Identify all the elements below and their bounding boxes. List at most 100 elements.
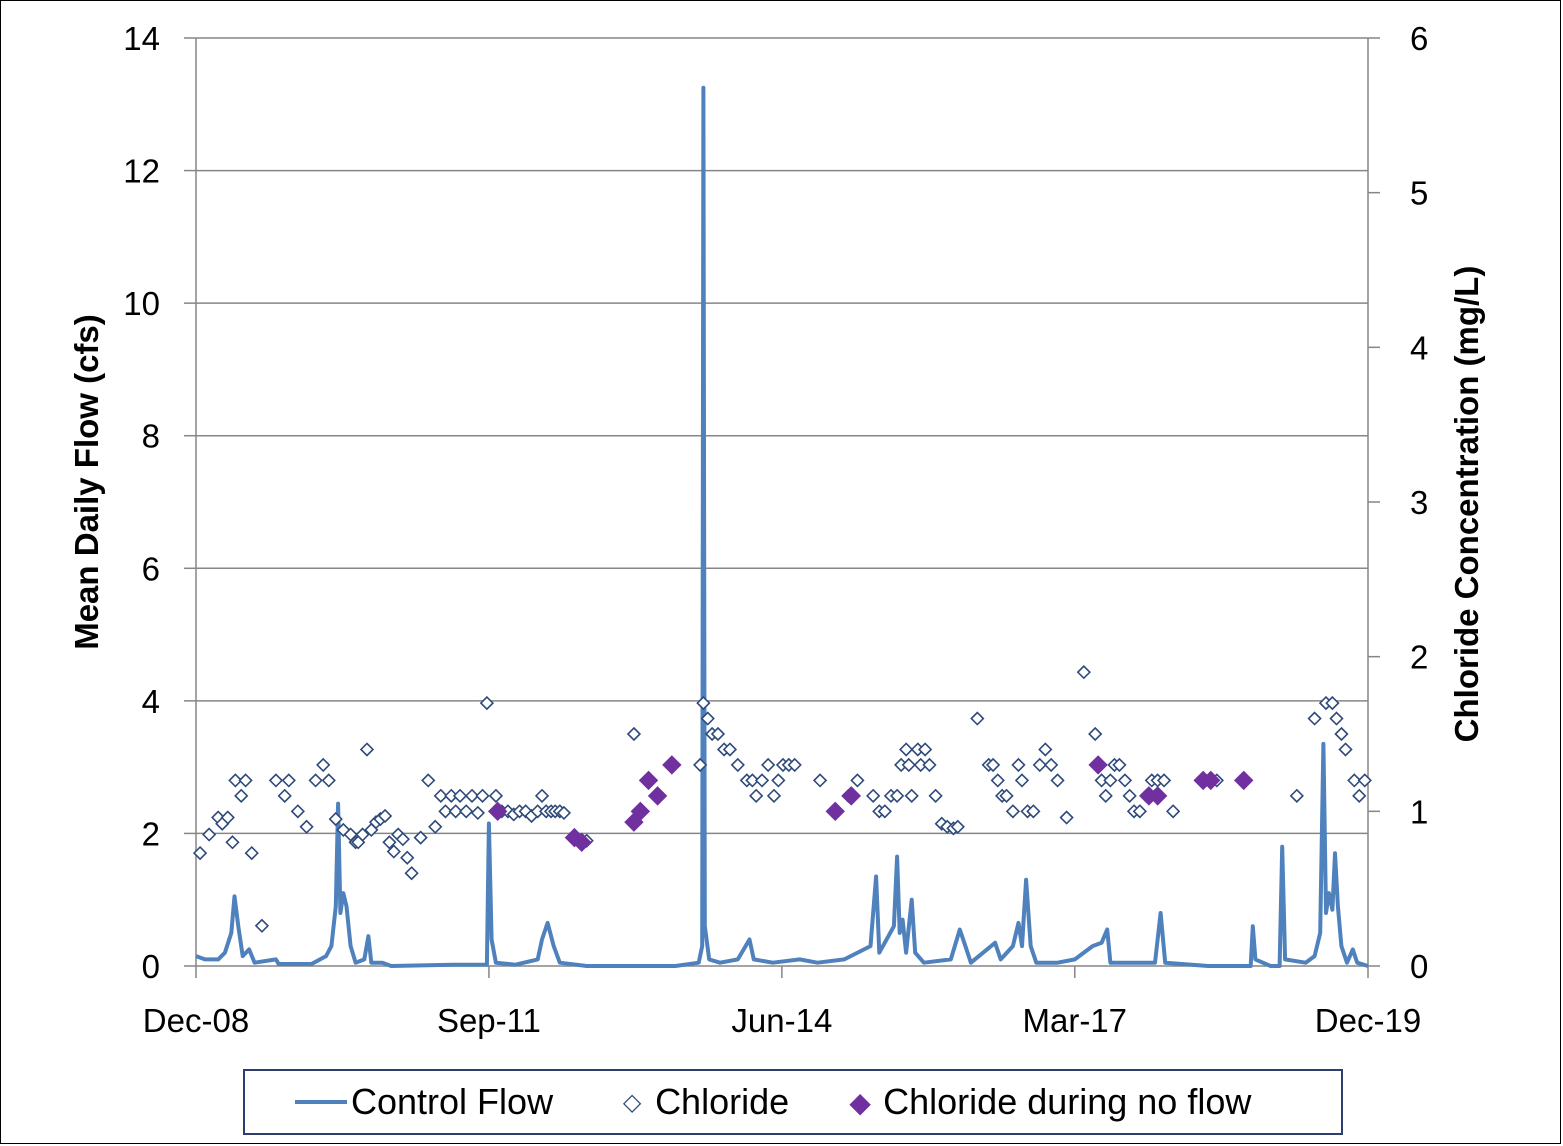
- chloride-point: [400, 850, 415, 865]
- noflow-point: [638, 770, 659, 791]
- chloride-point: [328, 811, 343, 827]
- chloride-point: [1165, 804, 1181, 819]
- legend-item-noflow: ◆ Chloride during no flow: [845, 1081, 1251, 1123]
- chloride-point: [428, 819, 443, 834]
- chloride-point: [299, 819, 314, 834]
- legend-noflow-label: Chloride during no flow: [883, 1081, 1252, 1122]
- noflow-point: [1147, 786, 1168, 806]
- chloride-point: [359, 742, 375, 757]
- noflow-point: [487, 801, 508, 822]
- chloride-point: [244, 845, 259, 861]
- chloride-point: [268, 773, 284, 788]
- chloride-point: [990, 773, 1005, 788]
- chloride-point: [1011, 757, 1026, 773]
- chloride-point: [1347, 773, 1362, 788]
- chloride-point: [1050, 773, 1065, 788]
- noflow-point: [1234, 770, 1254, 791]
- y-left-tick-label: 6: [142, 550, 160, 587]
- noflow-point: [571, 832, 592, 852]
- flow-line: [195, 85, 1369, 968]
- y-right-tick-label: 1: [1410, 793, 1428, 830]
- chloride-point: [316, 757, 331, 773]
- y-left-tick-label: 10: [123, 285, 160, 322]
- chloride-point: [754, 773, 770, 788]
- chloride-point: [950, 819, 965, 834]
- y-left-title: Mean Daily Flow (cfs): [68, 314, 105, 650]
- chloride-point: [1132, 804, 1147, 819]
- chloride-point: [421, 773, 436, 788]
- noflow-point: [647, 786, 668, 806]
- chloride-point: [201, 827, 217, 842]
- y-left-tick-label: 4: [142, 683, 160, 720]
- chloride-point: [1307, 711, 1322, 726]
- chloride-point: [1112, 757, 1127, 773]
- chloride-point: [901, 757, 916, 773]
- chloride-point: [488, 788, 504, 803]
- y-right-tick-label: 2: [1410, 639, 1428, 676]
- chloride-point: [464, 788, 480, 803]
- chloride-point: [730, 757, 745, 773]
- chloride-point: [452, 788, 468, 803]
- noflow-point: [1201, 770, 1221, 791]
- noflow-point: [841, 786, 862, 806]
- chloride-point: [1103, 773, 1118, 788]
- chloride-point: [438, 804, 453, 819]
- noflow-point: [1088, 755, 1108, 775]
- chloride-point: [1038, 742, 1053, 757]
- chloride-point: [1117, 773, 1133, 788]
- chloride-point: [377, 808, 393, 824]
- y-right-title: Chloride Concentration (mg/L): [1448, 266, 1485, 743]
- chloride-point: [1005, 804, 1021, 819]
- chloride-point: [1026, 804, 1041, 819]
- chloride-point: [1338, 742, 1353, 757]
- chloride-point: [281, 773, 296, 788]
- chloride-point: [254, 918, 270, 933]
- y-right-tick-label: 3: [1410, 484, 1428, 521]
- noflow-point: [825, 801, 845, 822]
- chloride-point: [922, 757, 937, 773]
- y-left-tick-label: 14: [123, 20, 160, 57]
- chloride-point: [290, 804, 305, 819]
- noflow-series: [487, 755, 1254, 852]
- chloride-point: [1098, 788, 1113, 803]
- chloride-point: [985, 757, 1001, 773]
- filled-diamond-icon: ◆: [849, 1086, 871, 1118]
- chloride-point: [1329, 711, 1344, 726]
- chloride-point: [1032, 757, 1047, 773]
- chloride-point: [1334, 726, 1349, 742]
- chloride-point: [470, 805, 485, 821]
- y-left-tick-label: 2: [142, 815, 160, 852]
- chloride-point: [534, 788, 550, 803]
- chloride-point: [459, 804, 474, 819]
- chloride-point: [866, 788, 881, 803]
- chloride-point: [220, 810, 235, 825]
- noflow-point: [662, 755, 682, 775]
- chloride-point: [475, 788, 490, 803]
- noflow-point: [630, 801, 651, 822]
- chloride-point: [693, 757, 708, 773]
- chloride-point: [928, 788, 943, 803]
- y-left-tick-label: 0: [142, 948, 160, 985]
- x-tick-label: Sep-11: [437, 1002, 541, 1039]
- chloride-point: [1076, 665, 1091, 680]
- chloride-point: [850, 773, 865, 788]
- legend-chloride-label: Chloride: [655, 1081, 790, 1122]
- chloride-point: [448, 804, 463, 819]
- chloride-point: [787, 757, 802, 773]
- x-tick-label: Jun-14: [731, 1002, 832, 1039]
- chloride-point: [234, 788, 249, 803]
- chloride-point: [999, 788, 1014, 803]
- chloride-point: [899, 742, 914, 757]
- chloride-point: [433, 788, 448, 803]
- chloride-point: [308, 773, 323, 788]
- y-right-tick-label: 4: [1410, 329, 1428, 366]
- chloride-point: [355, 827, 370, 842]
- legend: Control Flow ◇ Chloride ◆ Chloride durin…: [243, 1069, 1343, 1135]
- chloride-point: [225, 835, 240, 850]
- chloride-point: [1044, 757, 1059, 773]
- y-right-tick-label: 5: [1410, 175, 1428, 212]
- chloride-point: [877, 804, 892, 819]
- chloride-point: [413, 830, 428, 845]
- legend-flow-label: Control Flow: [351, 1081, 554, 1122]
